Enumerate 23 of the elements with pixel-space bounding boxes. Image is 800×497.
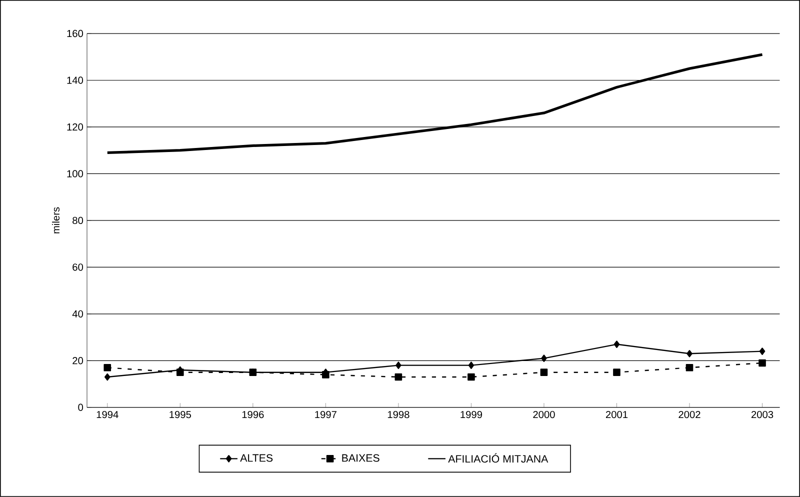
- y-tick-label: 120: [67, 123, 84, 131]
- x-tick-label: 1997: [315, 411, 336, 418]
- x-tick-label: 2003: [751, 411, 774, 418]
- legend-label: ALTES: [240, 454, 273, 462]
- x-tick-label: 1994: [96, 411, 118, 418]
- x-tick-label: 1996: [242, 411, 264, 418]
- x-tick-label: 2001: [606, 411, 628, 418]
- y-tick-label: 60: [72, 264, 84, 271]
- y-tick-label: 160: [67, 30, 84, 38]
- x-tick-label: 1999: [460, 411, 482, 418]
- x-tick-label: 2000: [533, 411, 555, 418]
- y-tick-label: 20: [72, 357, 84, 364]
- y-tick-label: 80: [72, 216, 84, 224]
- y-tick-label: 40: [72, 310, 84, 318]
- x-tick-label: 2002: [678, 411, 700, 418]
- legend-label: AFILIACIÓ MITJANA: [448, 453, 548, 463]
- y-tick-label: 140: [67, 76, 84, 84]
- legend-label: BAIXES: [342, 454, 380, 462]
- y-axis-title: milers: [52, 207, 60, 234]
- x-tick-label: 1995: [170, 411, 192, 418]
- y-tick-label: 100: [67, 170, 84, 178]
- x-tick-label: 1998: [388, 411, 410, 418]
- y-tick-label: 0: [78, 404, 84, 411]
